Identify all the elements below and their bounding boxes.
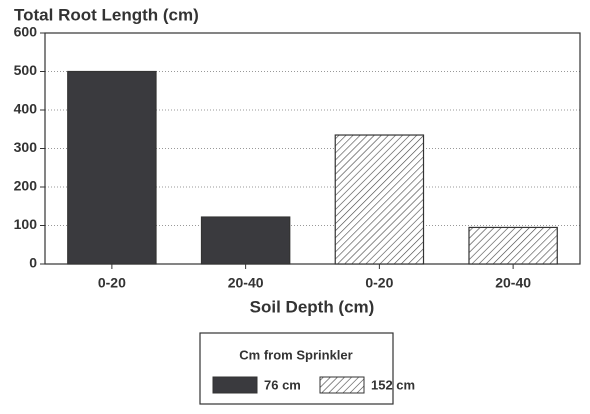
y-tick-label: 200 bbox=[14, 178, 38, 194]
x-tick-label: 20-40 bbox=[495, 275, 531, 291]
legend-box bbox=[199, 332, 394, 405]
legend-title: Cm from Sprinkler bbox=[239, 347, 352, 362]
plot-frame bbox=[44, 32, 581, 265]
x-tick-label: 20-40 bbox=[228, 275, 264, 291]
x-tick-label: 0-20 bbox=[365, 275, 393, 291]
y-tick-label: 500 bbox=[14, 62, 38, 78]
chart-title: Total Root Length (cm) bbox=[14, 5, 199, 24]
y-tick-label: 400 bbox=[14, 101, 38, 117]
bar bbox=[67, 70, 157, 265]
legend-swatch bbox=[319, 376, 365, 394]
bar bbox=[200, 216, 291, 265]
x-axis-label: Soil Depth (cm) bbox=[250, 297, 375, 316]
legend-label: 152 cm bbox=[371, 377, 415, 392]
y-tick-label: 300 bbox=[14, 139, 38, 155]
x-tick-label: 0-20 bbox=[98, 275, 126, 291]
legend-swatch bbox=[212, 376, 258, 394]
y-tick-label: 600 bbox=[14, 24, 38, 40]
y-tick-label: 0 bbox=[29, 255, 37, 271]
y-tick-label: 100 bbox=[14, 216, 38, 232]
bar bbox=[468, 226, 558, 265]
bar bbox=[334, 134, 425, 265]
legend-label: 76 cm bbox=[264, 377, 301, 392]
